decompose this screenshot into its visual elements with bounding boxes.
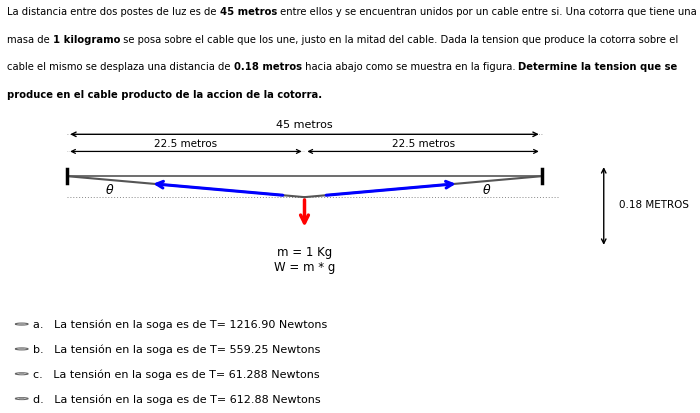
Text: $\theta$: $\theta$ bbox=[105, 183, 115, 197]
Text: se posa sobre el cable que los une, justo en la mitad del cable. Dada la tension: se posa sobre el cable que los une, just… bbox=[120, 35, 678, 45]
Text: Determine la tension que se: Determine la tension que se bbox=[519, 62, 678, 72]
Circle shape bbox=[20, 324, 24, 325]
Text: c.   La tensión en la soga es de T= 61.288 Newtons: c. La tensión en la soga es de T= 61.288… bbox=[34, 369, 320, 379]
Text: 0.18 metros: 0.18 metros bbox=[234, 62, 302, 72]
Text: produce en el cable producto de la accion de la cotorra.: produce en el cable producto de la accio… bbox=[7, 90, 322, 100]
Text: b.   La tensión en la soga es de T= 559.25 Newtons: b. La tensión en la soga es de T= 559.25… bbox=[34, 344, 321, 354]
Text: m = 1 Kg: m = 1 Kg bbox=[277, 245, 332, 258]
Text: 22.5 metros: 22.5 metros bbox=[155, 138, 218, 148]
Text: masa de: masa de bbox=[7, 35, 53, 45]
Text: La distancia entre dos postes de luz es de: La distancia entre dos postes de luz es … bbox=[7, 7, 220, 17]
Text: cable el mismo se desplaza una distancia de: cable el mismo se desplaza una distancia… bbox=[7, 62, 234, 72]
Text: hacia abajo como se muestra en la figura.: hacia abajo como se muestra en la figura… bbox=[302, 62, 519, 72]
Circle shape bbox=[20, 398, 24, 399]
Circle shape bbox=[20, 373, 24, 374]
Text: d.   La tensión en la soga es de T= 612.88 Newtons: d. La tensión en la soga es de T= 612.88… bbox=[34, 394, 321, 404]
Text: 1 kilogramo: 1 kilogramo bbox=[53, 35, 120, 45]
Text: W = m * g: W = m * g bbox=[274, 260, 335, 273]
Text: 22.5 metros: 22.5 metros bbox=[391, 138, 454, 148]
Text: entre ellos y se encuentran unidos por un cable entre si. Una cotorra que tiene : entre ellos y se encuentran unidos por u… bbox=[277, 7, 696, 17]
Text: $\theta$: $\theta$ bbox=[482, 183, 492, 197]
Text: a.   La tensión en la soga es de T= 1216.90 Newtons: a. La tensión en la soga es de T= 1216.9… bbox=[34, 319, 328, 330]
Text: 0.18 METROS: 0.18 METROS bbox=[620, 199, 690, 209]
Text: 45 metros: 45 metros bbox=[276, 120, 332, 130]
Text: 45 metros: 45 metros bbox=[220, 7, 277, 17]
